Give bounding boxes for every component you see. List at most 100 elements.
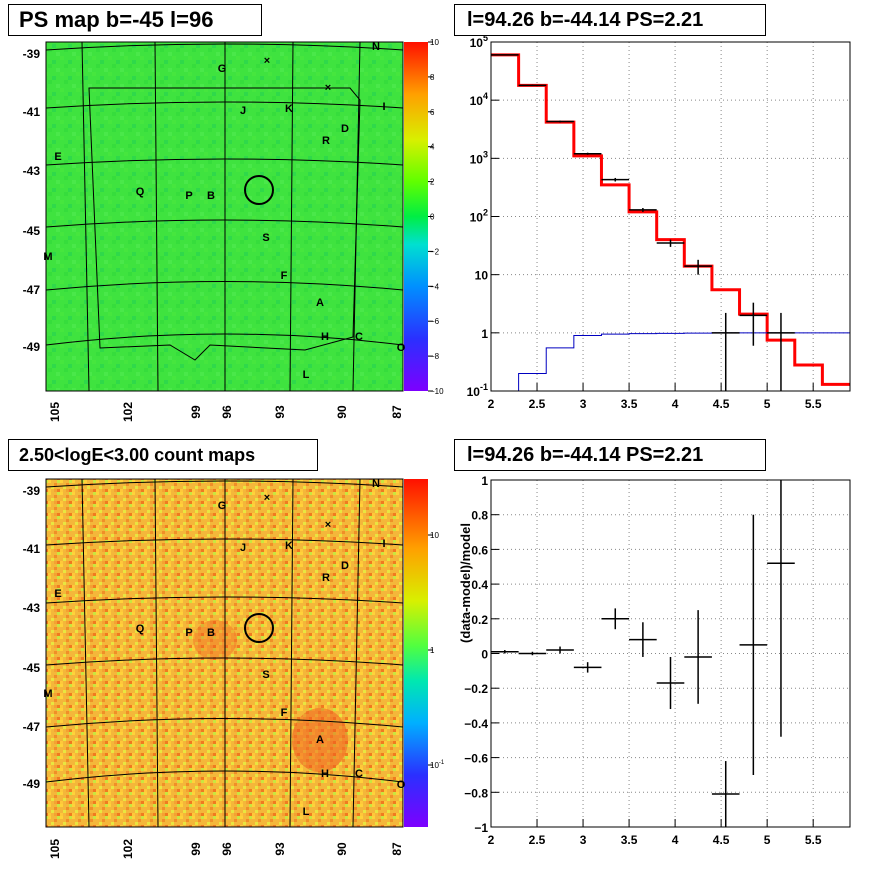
- x-tick-label: 3.5: [621, 833, 638, 847]
- y-tick-label: 1: [481, 474, 488, 488]
- source-marker: ×: [325, 82, 331, 94]
- cnt-y-tick: -41: [23, 542, 41, 556]
- x-tick-label: 3: [580, 397, 587, 411]
- residual-y-axis-label: (data-model)/model: [458, 523, 473, 643]
- cnt-x-tick: 93: [273, 842, 287, 856]
- x-tick-label: 5.5: [805, 833, 822, 847]
- source-label-h: H: [321, 331, 329, 343]
- spectrum-y-ticks: 10-1 1 10 102 103 104 105: [467, 33, 499, 399]
- ps-y-tick: -47: [23, 283, 41, 297]
- source-label-b: B: [207, 190, 215, 202]
- source-label-f: F: [281, 270, 288, 282]
- x-tick-label: 5: [764, 397, 771, 411]
- x-tick-label: 4: [672, 833, 679, 847]
- source-label-r: R: [322, 135, 330, 147]
- count-map-x-ticks: 105 102 99 96 93 90 87: [48, 839, 404, 859]
- source-label-g: G: [218, 500, 227, 512]
- source-marker: ×: [264, 55, 270, 67]
- ps-map-source-labels: N G J K I DR E Q P B S M F A H C O L × ×: [43, 41, 405, 381]
- x-tick-label: 2.5: [529, 833, 546, 847]
- x-tick-label: 2: [488, 833, 495, 847]
- count-map-target-circle: [244, 613, 274, 643]
- cnt-y-tick: -45: [23, 661, 41, 675]
- ps-map-colorbar-ticks: 10 8 6 4 2 0 −2 −4 −6 −8 −10: [428, 38, 444, 396]
- source-label-n: N: [372, 478, 380, 490]
- ps-x-tick: 96: [220, 405, 234, 419]
- source-label-o: O: [397, 342, 406, 354]
- x-tick-label: 2.5: [529, 397, 546, 411]
- source-label-k: K: [285, 103, 293, 115]
- residual-title: l=94.26 b=-44.14 PS=2.21: [454, 439, 766, 471]
- ps-x-tick: 87: [390, 405, 404, 419]
- count-map-colorbar-ticks: 10 1 10-1: [428, 531, 445, 770]
- ps-y-tick: -41: [23, 105, 41, 119]
- colorbar-tick-label: −4: [430, 282, 440, 291]
- colorbar-tick-label: 10: [430, 38, 439, 47]
- colorbar-tick-label: 0: [430, 213, 435, 222]
- cnt-y-tick: -43: [23, 601, 41, 615]
- x-tick-label: 4.5: [713, 397, 730, 411]
- y-tick-label: −0.8: [464, 786, 488, 800]
- colorbar-tick-label: −8: [430, 352, 440, 361]
- colorbar-tick-label: 6: [430, 108, 435, 117]
- x-tick-label: 4.5: [713, 833, 730, 847]
- cnt-x-tick: 90: [335, 842, 349, 856]
- y-tick-label: −0.4: [464, 717, 488, 731]
- count-map-title: 2.50<logE<3.00 count maps: [8, 439, 318, 471]
- ps-map-target-circle: [244, 175, 274, 205]
- residual-y-ticks: 1 0.8 0.6 0.4 0.2 0 −0.2 −0.4 −0.6 −0.8 −1: [464, 474, 499, 835]
- source-label-m: M: [43, 688, 52, 700]
- cnt-x-tick: 96: [220, 842, 234, 856]
- source-label-i: I: [382, 101, 385, 113]
- model-step-line: [491, 53, 850, 386]
- source-label-g: G: [218, 63, 227, 75]
- source-label-s: S: [262, 669, 269, 681]
- cnt-x-tick: 87: [390, 842, 404, 856]
- source-label-d: D: [341, 560, 349, 572]
- source-label-c: C: [355, 768, 363, 780]
- colorbar-tick-label: 1: [430, 646, 435, 655]
- y-tick-label: 0.2: [471, 613, 488, 627]
- y-tick-label: 103: [470, 149, 488, 166]
- source-label-q: Q: [136, 623, 145, 635]
- ps-y-tick: -49: [23, 340, 41, 354]
- ps-x-tick: 93: [273, 405, 287, 419]
- ps-x-tick: 90: [335, 405, 349, 419]
- colorbar-tick-label: 10: [430, 531, 439, 540]
- x-tick-label: 3.5: [621, 397, 638, 411]
- source-label-s: S: [262, 232, 269, 244]
- source-marker: ×: [325, 519, 331, 531]
- y-tick-label: 105: [470, 33, 488, 50]
- source-label-p: P: [185, 627, 192, 639]
- y-tick-label: 104: [470, 91, 488, 108]
- y-tick-label: 1: [481, 327, 488, 341]
- cnt-y-tick: -49: [23, 777, 41, 791]
- x-tick-label: 4: [672, 397, 679, 411]
- cnt-x-tick: 105: [48, 839, 62, 859]
- source-label-c: C: [355, 331, 363, 343]
- source-label-j: J: [240, 542, 246, 554]
- y-tick-label: −0.2: [464, 682, 488, 696]
- x-tick-label: 5: [764, 833, 771, 847]
- ps-map-x-ticks: 105 102 99 96 93 90 87: [48, 402, 404, 422]
- ps-x-tick: 99: [189, 405, 203, 419]
- y-tick-label: 0.4: [471, 578, 488, 592]
- ps-x-tick: 102: [121, 402, 135, 422]
- cnt-y-tick: -39: [23, 484, 41, 498]
- source-label-k: K: [285, 540, 293, 552]
- ps-y-tick: -43: [23, 164, 41, 178]
- source-label-q: Q: [136, 186, 145, 198]
- source-label-p: P: [185, 190, 192, 202]
- count-map-panel: 10 1 10-1 N G J K I DR E Q P B S M F A H C O L × × 105 102 99 96…: [23, 478, 445, 859]
- y-tick-label: 102: [470, 208, 488, 225]
- ps-y-tick: -39: [23, 47, 41, 61]
- source-label-e: E: [54, 151, 61, 163]
- source-label-a: A: [316, 734, 324, 746]
- spectrum-panel: 2 2.5 3 3.5 4 4.5 5 5.5 10-1 1 10 102 103 104 105: [467, 33, 851, 411]
- ps-map-y-ticks: -39 -41 -43 -45 -47 -49: [23, 47, 41, 354]
- x-tick-label: 5.5: [805, 397, 822, 411]
- source-label-r: R: [322, 572, 330, 584]
- spectrum-series: [491, 53, 850, 392]
- source-label-j: J: [240, 105, 246, 117]
- count-map-coordinate-grid: [45, 478, 404, 828]
